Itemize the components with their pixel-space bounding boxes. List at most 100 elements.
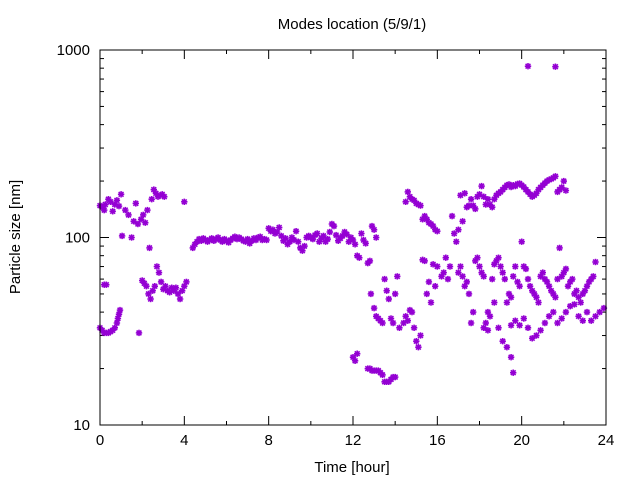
data-point [516, 322, 523, 329]
data-point [520, 315, 527, 322]
x-tick-label: 24 [598, 432, 615, 449]
data-point [524, 324, 532, 331]
data-point [115, 202, 123, 210]
data-point [144, 206, 151, 214]
data-point [455, 226, 462, 233]
data-point [440, 269, 447, 276]
data-point [535, 299, 542, 306]
data-point [324, 235, 331, 243]
data-point [558, 315, 565, 322]
data-point [147, 295, 154, 303]
data-point [389, 319, 397, 327]
data-point [476, 263, 483, 270]
data-point [453, 238, 460, 245]
data-point [503, 299, 511, 306]
data-point [413, 338, 420, 345]
data-point [370, 304, 378, 312]
data-point [404, 188, 411, 196]
data-point [554, 319, 561, 327]
data-point [113, 197, 121, 204]
data-point [351, 357, 359, 364]
data-point [102, 201, 109, 208]
data-point [512, 317, 519, 324]
data-point [379, 371, 386, 379]
y-tick-label: 1000 [57, 42, 90, 59]
data-point [122, 206, 129, 214]
data-point [354, 350, 361, 357]
data-point [142, 219, 149, 226]
data-point [484, 308, 492, 316]
data-point [128, 234, 135, 241]
y-tick-label: 10 [73, 417, 90, 434]
data-point [472, 205, 479, 213]
data-point [183, 278, 190, 286]
data-point [510, 273, 517, 280]
data-point [402, 198, 409, 206]
data-point [507, 354, 515, 361]
data-point [497, 263, 504, 270]
data-point [446, 263, 454, 270]
data-point [512, 263, 519, 270]
data-point [577, 299, 584, 306]
data-point [134, 220, 142, 228]
data-point [394, 273, 401, 280]
data-point [507, 322, 515, 329]
data-point [470, 308, 477, 316]
data-point [330, 222, 338, 230]
data-point [356, 254, 363, 261]
data-point [554, 275, 561, 283]
data-point [588, 317, 595, 324]
plot-frame [99, 49, 607, 426]
data-point [404, 317, 411, 324]
data-point [417, 202, 424, 209]
data-point [295, 238, 302, 245]
data-point [301, 242, 308, 250]
data-point [583, 308, 591, 316]
data-point [560, 177, 567, 185]
data-point [421, 257, 428, 265]
data-point [529, 335, 536, 342]
data-point [495, 254, 502, 261]
data-point [510, 369, 517, 376]
data-point [366, 257, 374, 265]
data-point [474, 254, 481, 261]
data-point [569, 275, 576, 283]
data-point [381, 275, 388, 283]
data-point [392, 290, 399, 298]
data-point [181, 198, 188, 206]
data-point [550, 308, 557, 316]
data-point [373, 234, 380, 241]
data-point [367, 290, 375, 298]
data-point [507, 294, 515, 301]
data-point [448, 212, 456, 220]
data-point [489, 203, 496, 211]
x-tick-label: 12 [345, 432, 362, 449]
data-point [143, 283, 150, 290]
data-point [358, 230, 365, 237]
data-point [146, 244, 153, 252]
data-point [100, 206, 108, 214]
data-point [432, 283, 439, 290]
data-point [423, 290, 430, 298]
data-point [139, 211, 147, 219]
data-point [292, 227, 300, 235]
data-point [575, 313, 582, 320]
data-point [151, 283, 159, 290]
data-point [379, 319, 386, 327]
data-point [522, 265, 530, 273]
data-point [516, 283, 523, 290]
data-point [157, 278, 165, 286]
data-point [484, 327, 492, 334]
data-point [130, 218, 137, 225]
data-point [571, 301, 578, 308]
data-point [461, 190, 468, 197]
data-point [489, 275, 496, 283]
data-point [343, 231, 350, 238]
data-point [385, 295, 392, 303]
data-point [116, 306, 124, 314]
data-point [278, 232, 285, 240]
data-point [153, 263, 161, 270]
data-point [155, 269, 163, 276]
data-point [434, 227, 441, 235]
data-point [558, 184, 565, 191]
